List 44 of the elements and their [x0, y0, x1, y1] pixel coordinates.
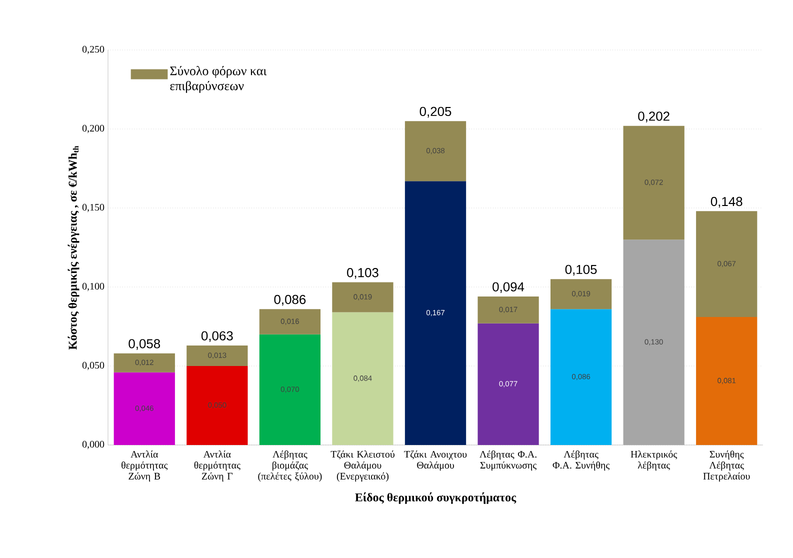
- y-tick-label: 0,200: [82, 124, 104, 134]
- y-tick-label: 0,000: [82, 440, 104, 450]
- x-tick-label: Συνήθης Λέβητας Πετρελαίου: [703, 450, 750, 482]
- bar: [186, 366, 248, 445]
- bar: [332, 282, 394, 312]
- x-tick-label: Λέβητας Φ.Α. Συμπύκνωσης: [480, 450, 536, 471]
- x-axis-title: Είδος θερμικού συγκροτήματος: [355, 492, 516, 504]
- bar: [114, 372, 175, 445]
- total-label: 0,205: [420, 106, 452, 118]
- legend-label: Σύνολο φόρων και επιβαρύνσεων: [170, 66, 267, 93]
- total-label: 0,058: [128, 339, 160, 350]
- total-label: 0,094: [492, 282, 524, 293]
- bar: [114, 353, 175, 372]
- total-label: 0,063: [201, 331, 233, 342]
- bar: [550, 279, 612, 310]
- total-label: 0,086: [274, 294, 306, 306]
- bar: [404, 181, 466, 445]
- x-tick-label: Τζάκι Κλειστού Θαλάμου (Ενεργειακό): [330, 450, 394, 482]
- total-label: 0,202: [638, 112, 670, 122]
- bar: [550, 309, 612, 445]
- bar: [696, 317, 758, 445]
- total-label: 0,103: [347, 268, 378, 279]
- bar: [186, 345, 248, 366]
- total-label: 0,148: [710, 196, 742, 208]
- x-tick-label: Λέβητας βιομάζας (πελέτες ξύλου): [258, 450, 322, 482]
- x-tick-label: Ηλεκτρικός λέβητας: [630, 450, 678, 471]
- y-tick-label: 0,050: [82, 362, 104, 370]
- x-tick-label: Λέβητας Φ.Α. Συνήθης: [552, 450, 610, 471]
- y-tick-label: 0,150: [82, 204, 104, 212]
- x-tick-label: Αντλία θερμότητας Ζώνη Β: [122, 450, 168, 482]
- bar: [404, 121, 466, 182]
- bar: [478, 323, 539, 445]
- bar: [696, 211, 758, 318]
- bar: [259, 309, 321, 334]
- y-axis-title: Κόστος θερμικής ενέργειας , σε €/kWh$_{th}$: [68, 146, 80, 350]
- bar: [332, 312, 394, 445]
- x-tick-label: Αντλία θερμότητας Ζώνη Γ: [194, 450, 240, 482]
- bar: [478, 296, 539, 324]
- x-tick-label: Τζάκι Ανοιχτου Θαλάμου: [404, 450, 467, 471]
- bar: [259, 334, 321, 445]
- y-tick-label: 0,250: [82, 46, 104, 54]
- y-tick-label: 0,100: [82, 282, 104, 292]
- total-label: 0,105: [565, 264, 597, 276]
- bar: [623, 126, 684, 240]
